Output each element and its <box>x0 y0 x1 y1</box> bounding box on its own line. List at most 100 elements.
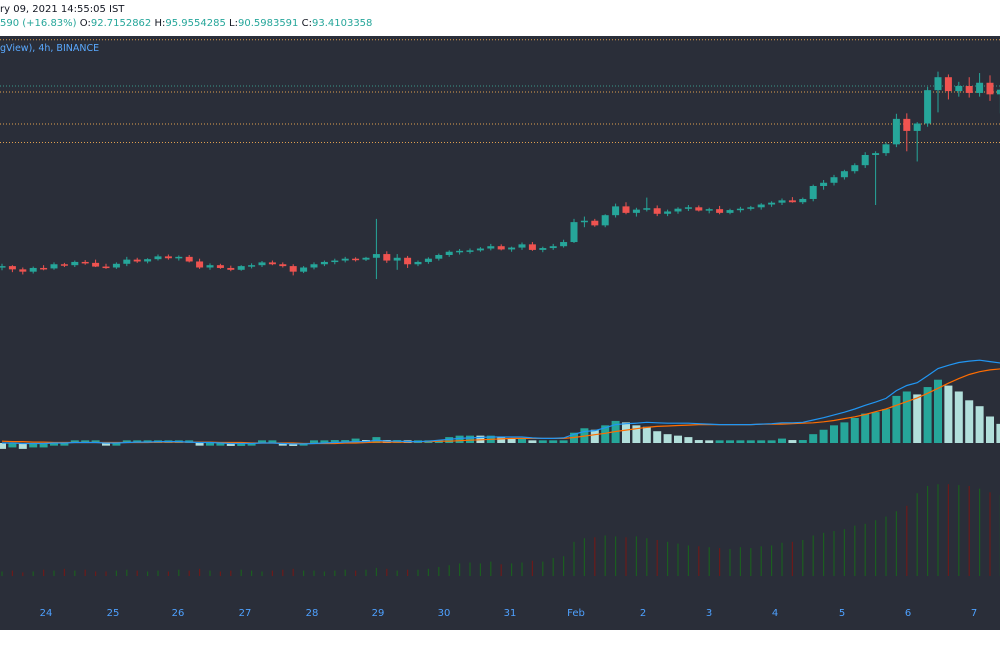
volume-bar <box>604 535 606 576</box>
volume-bar <box>427 568 429 576</box>
candle-body <box>144 259 152 262</box>
volume-bar <box>126 569 128 576</box>
macd-hist-bar <box>934 379 942 443</box>
volume-bar <box>916 493 918 576</box>
close-value: 93.4103358 <box>311 18 373 29</box>
time-tick-label: 6 <box>904 608 912 619</box>
candle-body <box>175 256 183 259</box>
volume-bar <box>625 537 627 576</box>
volume-bar <box>63 568 65 576</box>
signal-line <box>1 368 1000 445</box>
time-tick-label: 26 <box>171 608 185 619</box>
macd-hist-bar <box>122 440 131 443</box>
candle-body <box>29 267 37 272</box>
candle-body <box>549 246 557 249</box>
open-value: 92.7152862 <box>90 18 152 29</box>
volume-bar <box>11 570 13 576</box>
macd-hist-bar <box>590 429 599 443</box>
candle-body <box>185 256 193 262</box>
volume-bar <box>459 563 461 576</box>
macd-hist-bar <box>507 438 516 443</box>
candle-body <box>674 208 682 212</box>
candle-body <box>279 264 287 267</box>
candle-body <box>955 86 963 92</box>
candle-body <box>362 257 370 260</box>
candle-body <box>892 118 900 145</box>
volume-bar <box>760 546 762 576</box>
macd-hist-bar <box>81 440 90 443</box>
time-axis[interactable] <box>0 606 1000 630</box>
macd-hist-bar <box>861 413 870 443</box>
candle-body <box>497 246 505 250</box>
candle-body <box>612 206 620 216</box>
time-tick-label: 24 <box>39 608 53 619</box>
macd-hist-bar <box>320 440 329 443</box>
candle-body <box>133 259 141 262</box>
volume-bar <box>323 571 325 576</box>
macd-hist-bar <box>778 438 786 443</box>
candle-body <box>237 266 245 270</box>
macd-hist-bar <box>892 395 901 443</box>
volume-bar <box>958 485 960 576</box>
macd-hist-bar <box>923 387 932 443</box>
candle-body <box>50 264 58 269</box>
candle-body <box>112 263 120 268</box>
candle-body <box>164 256 172 259</box>
volume-bar <box>313 570 315 576</box>
time-tick-label: 31 <box>503 608 517 619</box>
volume-bar <box>334 570 336 576</box>
time-tick-label: 2 <box>639 608 647 619</box>
candle-body <box>684 207 692 209</box>
volume-bar <box>479 563 481 576</box>
time-tick-label: 25 <box>106 608 120 619</box>
volume-bar <box>698 546 700 576</box>
volume-bar <box>771 545 773 576</box>
candle-body <box>8 266 16 270</box>
candle-body <box>60 264 68 266</box>
macd-hist-bar <box>632 425 641 443</box>
time-tick-label: 7 <box>970 608 978 619</box>
volume-bar <box>989 492 991 576</box>
candle-body <box>352 258 360 261</box>
volume-bar <box>552 558 554 576</box>
candle-body <box>788 200 796 203</box>
volume-bar <box>115 570 117 576</box>
candle-body <box>861 154 869 166</box>
candle-body <box>840 171 848 178</box>
macd-hist-bar <box>206 443 214 446</box>
candle-body <box>81 261 89 264</box>
candle-body <box>40 267 48 270</box>
volume-bar <box>895 511 897 576</box>
volume-bar <box>500 564 502 576</box>
volume-bar <box>43 569 45 576</box>
macd-hist-bar <box>694 440 703 443</box>
candle-body <box>934 77 942 91</box>
low-value: 90.5983591 <box>237 18 299 29</box>
macd-hist-bar <box>746 440 755 443</box>
volume-bar <box>271 570 273 576</box>
volume-bar <box>708 547 710 576</box>
macd-hist-bar <box>466 435 474 443</box>
macd-hist-bar <box>601 425 610 443</box>
macd-hist-bar <box>445 437 454 443</box>
candle-body <box>248 265 256 267</box>
macd-hist-bar <box>767 440 776 443</box>
chart-pane[interactable] <box>0 36 1000 630</box>
macd-hist-bar <box>102 443 110 446</box>
macd-hist-bar <box>216 443 225 446</box>
high-value: 95.9554285 <box>165 18 226 29</box>
macd-hist-bar <box>330 440 339 443</box>
time-tick-label: 29 <box>371 608 385 619</box>
volume-bar <box>781 542 783 576</box>
candle-body <box>372 254 380 258</box>
indicator-title: gView), 4h, BINANCE <box>0 43 100 54</box>
volume-bar <box>407 569 409 576</box>
volume-bar <box>230 570 232 576</box>
volume-bar <box>875 520 877 576</box>
volume-bar <box>927 486 929 576</box>
candle-body <box>986 82 994 95</box>
candle-body <box>705 209 713 211</box>
volume-bar <box>573 541 575 576</box>
macd-hist-bar <box>674 435 682 443</box>
